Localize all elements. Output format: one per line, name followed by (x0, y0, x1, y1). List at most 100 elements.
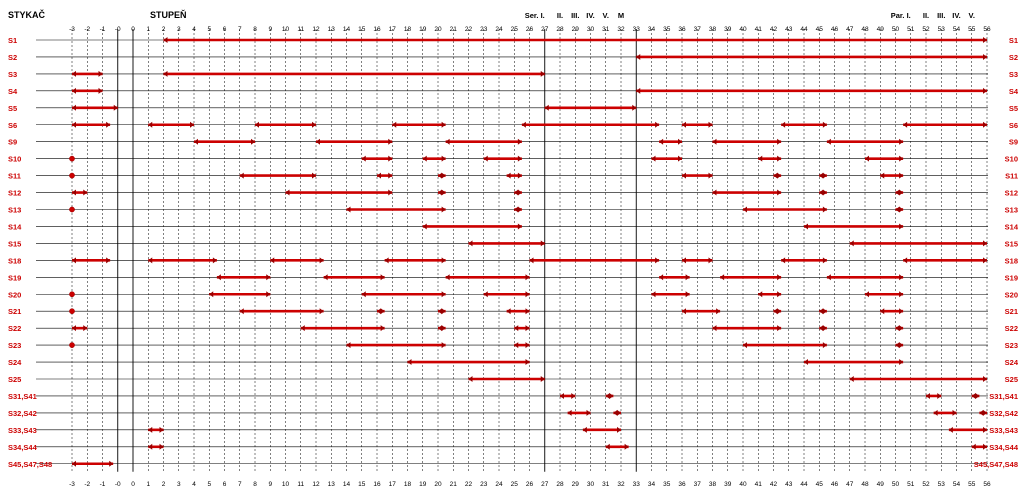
contactor-bar (781, 121, 827, 128)
contactor-bar (560, 392, 576, 399)
contactor-bar (72, 460, 114, 467)
step-tick-label: 36 (678, 481, 686, 488)
contactor-label-right: S12 (1005, 189, 1018, 198)
contactor-label-right: S45,S47,S48 (974, 460, 1018, 469)
contactor-bar (514, 342, 530, 349)
step-tick-label: 17 (389, 481, 397, 488)
contactor-bar (148, 443, 164, 450)
step-tick-label: 32 (617, 481, 625, 488)
contactor-bar (346, 342, 446, 349)
step-tick-label: 48 (861, 481, 869, 488)
step-tick-label: 28 (556, 481, 564, 488)
contactor-bar (514, 206, 522, 213)
contactor-label-right: S6 (1009, 121, 1018, 130)
step-tick-label: 10 (282, 481, 290, 488)
contactor-bar (69, 155, 75, 162)
parallel-label: Par. I. (891, 11, 911, 20)
contactor-label-right: S11 (1005, 172, 1018, 181)
step-tick-label: 0 (131, 481, 135, 488)
contactor-label-left: S1 (8, 36, 17, 45)
series-label: Ser. I. (525, 11, 545, 20)
contactor-bar (483, 155, 522, 162)
right-contactor-labels: S1 S2 S3 S4 S5 S6 S9 S10 S11 S12 S13 S14 S15 S18 S19 S2… (974, 36, 1019, 469)
contactor-bar (316, 138, 393, 145)
contactor-bar (682, 172, 713, 179)
contactor-bar (468, 240, 545, 247)
step-tick-label: 55 (968, 481, 976, 488)
contactor-bar (361, 155, 393, 162)
step-tick-label: 16 (373, 481, 381, 488)
contactor-label-left: S33,S43 (8, 426, 37, 435)
contactor-bar (483, 291, 530, 298)
contactor-bar (720, 274, 782, 281)
contactor-bar (445, 274, 530, 281)
contactor-label-left: S14 (8, 222, 22, 231)
contactor-bar (72, 257, 111, 264)
contactor-label-left: S34,S44 (8, 443, 38, 452)
series-label: V. (603, 11, 609, 20)
contactor-bar (826, 138, 904, 145)
step-tick-label: 44 (800, 481, 808, 488)
step-tick-label: 50 (892, 481, 900, 488)
contactor-label-right: S20 (1005, 290, 1018, 299)
contactor-bar (468, 376, 545, 382)
contactor-label-right: S1 (1009, 36, 1018, 45)
contactor-bar (209, 291, 271, 298)
step-tick-label: 43 (785, 481, 793, 488)
step-tick-label: 37 (694, 481, 702, 488)
contactor-bar (865, 291, 904, 298)
contactor-bar (971, 392, 980, 399)
step-tick-label: 33 (633, 481, 641, 488)
contactor-bar (69, 206, 75, 213)
contactor-label-right: S21 (1005, 307, 1018, 316)
contactor-label-left: S11 (8, 172, 21, 181)
contactor-label-right: S18 (1005, 256, 1018, 265)
contactor-bar (69, 291, 75, 298)
contactor-bar (506, 308, 530, 315)
contactor-bar (758, 291, 782, 298)
contactor-bar (163, 37, 987, 43)
step-tick-label: 12 (312, 481, 320, 488)
contactor-bar (880, 308, 904, 315)
contactor-label-left: S32,S42 (8, 409, 37, 418)
step-tick-label: 7 (238, 481, 242, 488)
contactor-bar (69, 308, 75, 315)
series-label: M (618, 11, 624, 20)
contactor-label-left: S18 (8, 256, 21, 265)
contactor-bar (384, 257, 446, 264)
contactor-label-right: S22 (1005, 324, 1018, 333)
contactor-bar (659, 138, 682, 145)
contactor-bar (361, 291, 446, 298)
step-tick-label: 46 (831, 481, 839, 488)
contactor-bar (971, 443, 987, 450)
series-label: III. (571, 11, 579, 20)
contactor-bar (849, 376, 987, 382)
contactor-bar (529, 257, 660, 264)
contactor-label-right: S31,S41 (989, 392, 1018, 401)
contactor-bar (377, 308, 385, 315)
step-tick-label: 3 (177, 481, 181, 488)
contactor-bar (682, 257, 713, 264)
step-tick-label: 29 (572, 481, 580, 488)
header-step-title: STUPEŇ (150, 9, 187, 20)
contactor-bar (659, 274, 690, 281)
contactor-bar (72, 70, 103, 77)
contactor-bar (895, 342, 904, 349)
contactor-bar (300, 325, 385, 332)
contactor-label-right: S23 (1005, 341, 1018, 350)
step-tick-label: 52 (922, 481, 930, 488)
contactor-bar (682, 308, 721, 315)
contactor-label-left: S10 (8, 155, 21, 164)
contactor-bar (781, 257, 827, 264)
contactor-label-right: S10 (1005, 155, 1018, 164)
series-label: IV. (586, 11, 594, 20)
contactor-bar (346, 206, 446, 213)
contactor-bar (582, 426, 621, 433)
step-tick-label: 13 (328, 481, 336, 488)
step-tick-label: 41 (755, 481, 763, 488)
contactor-bar (826, 274, 904, 281)
contactor-bar (438, 189, 446, 196)
contactor-bar (148, 426, 164, 433)
contactor-bar (712, 138, 782, 145)
